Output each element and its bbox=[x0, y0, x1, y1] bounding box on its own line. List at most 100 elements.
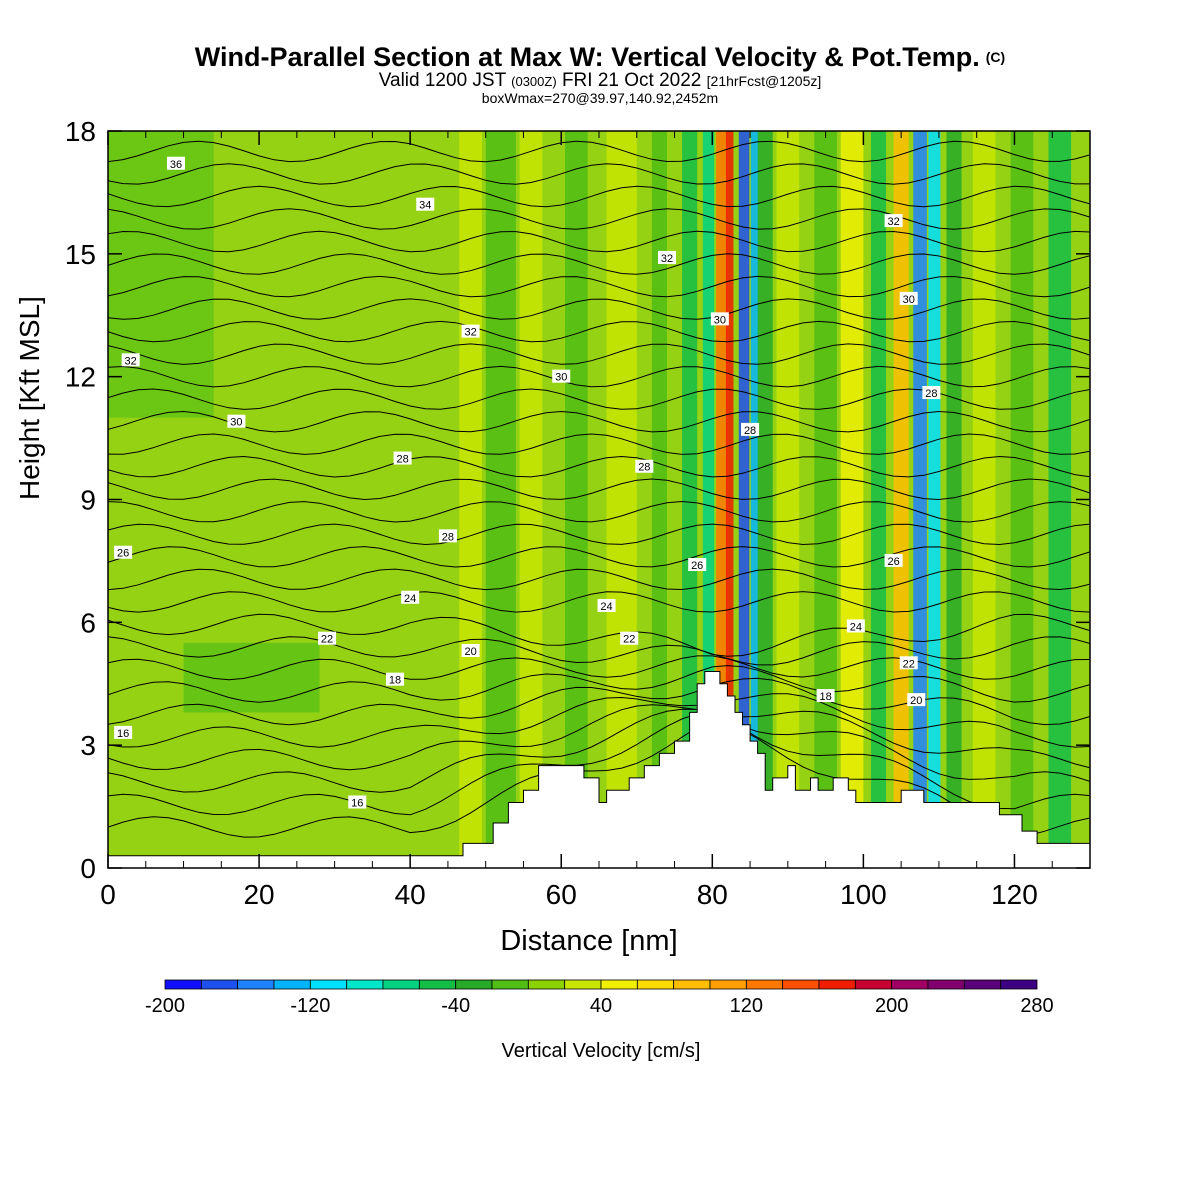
theta-label: 32 bbox=[464, 327, 476, 339]
theta-contour-line bbox=[108, 591, 1090, 613]
colorbar-swatch bbox=[927, 979, 965, 990]
colorbar-swatch bbox=[455, 979, 493, 990]
theta-label: 26 bbox=[691, 560, 703, 572]
velocity-band bbox=[519, 131, 543, 868]
velocity-band bbox=[757, 131, 773, 868]
chart-subtitle: Valid 1200 JST (0300Z) FRI 21 Oct 2022 [… bbox=[378, 70, 822, 91]
colorbar-swatch bbox=[636, 979, 675, 990]
theta-label: 22 bbox=[623, 634, 635, 646]
theta-label: 20 bbox=[464, 646, 476, 658]
velocity-band bbox=[840, 131, 864, 868]
theta-contour-line bbox=[108, 523, 1090, 546]
theta-contour-line bbox=[108, 275, 1090, 298]
theta-labels: 36 34 32 32 32 32 30 30 30 30 28 28 28 28 28 26 26 26 24 24… bbox=[114, 156, 941, 809]
colorbar-swatch bbox=[491, 979, 529, 990]
theta-label-bg bbox=[401, 590, 420, 604]
theta-label: 18 bbox=[389, 675, 401, 687]
theta-label: 30 bbox=[555, 372, 567, 384]
colorbar-swatch bbox=[745, 979, 784, 990]
velocity-band bbox=[485, 131, 516, 868]
velocity-band bbox=[682, 131, 698, 868]
theta-label: 26 bbox=[117, 548, 129, 560]
theta-label: 28 bbox=[744, 425, 756, 437]
velocity-band bbox=[651, 131, 667, 868]
theta-contour-line bbox=[108, 710, 1090, 816]
theta-contour-line bbox=[108, 320, 1090, 343]
theta-contour-line bbox=[108, 568, 1090, 591]
colorbar-swatch bbox=[527, 979, 566, 990]
theta-label: 24 bbox=[850, 621, 862, 633]
y-tick-label: 3 bbox=[80, 730, 96, 761]
theta-label-bg bbox=[552, 369, 571, 383]
colorbar-swatch bbox=[782, 979, 820, 990]
theta-contours bbox=[108, 140, 1090, 838]
theta-label: 32 bbox=[125, 355, 137, 367]
colorbar-swatch bbox=[418, 979, 457, 990]
colorbar-swatch bbox=[346, 979, 384, 990]
theta-contour-line bbox=[108, 163, 1090, 185]
theta-contour-line bbox=[108, 253, 1090, 275]
colorbar-swatch bbox=[273, 979, 311, 990]
theta-label: 30 bbox=[714, 314, 726, 326]
box-info: boxWmax=270@39.97,140.92,2452m bbox=[481, 90, 719, 106]
theta-contour-line bbox=[108, 613, 1090, 657]
velocity-band bbox=[725, 131, 734, 868]
theta-contour-line bbox=[108, 636, 1090, 666]
colorbar-swatch bbox=[309, 979, 348, 990]
theta-label: 26 bbox=[887, 556, 899, 568]
theta-label: 22 bbox=[321, 634, 333, 646]
theta-label: 16 bbox=[351, 797, 363, 809]
theta-label-bg bbox=[114, 725, 133, 739]
velocity-band bbox=[776, 131, 800, 868]
colorbar-swatch bbox=[164, 979, 202, 990]
y-tick-label: 0 bbox=[80, 853, 96, 884]
theta-label-bg bbox=[114, 545, 133, 559]
theta-label-bg bbox=[884, 214, 903, 228]
theta-label: 18 bbox=[819, 691, 831, 703]
theta-contour-line bbox=[108, 298, 1090, 320]
x-axis-label: Distance [nm] bbox=[500, 925, 677, 957]
velocity-band bbox=[702, 131, 715, 868]
y-tick-label: 18 bbox=[65, 116, 96, 147]
colorbar-tick-label: 40 bbox=[590, 995, 612, 1017]
theta-contour-line bbox=[108, 546, 1090, 568]
theta-label-bg bbox=[710, 312, 729, 326]
theta-contour-line bbox=[108, 718, 1090, 838]
x-tick-label: 60 bbox=[546, 879, 577, 910]
velocity-region bbox=[183, 642, 320, 713]
colorbar-tick-label: -40 bbox=[441, 995, 470, 1017]
theta-contour-line bbox=[108, 343, 1090, 365]
theta-label-bg bbox=[438, 529, 457, 543]
velocity-band bbox=[606, 131, 637, 868]
y-tick-label: 12 bbox=[65, 362, 96, 393]
x-tick-label: 80 bbox=[697, 879, 728, 910]
theta-label: 16 bbox=[117, 728, 129, 740]
x-tick-label: 40 bbox=[395, 879, 426, 910]
theta-contour-line bbox=[108, 693, 1090, 748]
theta-label: 30 bbox=[903, 294, 915, 306]
colorbar-swatch bbox=[1000, 979, 1038, 990]
theta-contour-line bbox=[108, 208, 1090, 230]
x-tick-label: 100 bbox=[840, 879, 887, 910]
theta-label: 22 bbox=[903, 658, 915, 670]
colorbar-swatch bbox=[854, 979, 893, 990]
theta-contour-line bbox=[108, 140, 1090, 163]
colorbar-tick-label: 280 bbox=[1020, 995, 1053, 1017]
y-tick-label: 15 bbox=[65, 239, 96, 270]
colorbar-swatch bbox=[382, 979, 420, 990]
theta-label: 28 bbox=[638, 462, 650, 474]
velocity-band bbox=[565, 131, 588, 868]
x-tick-label: 0 bbox=[100, 879, 116, 910]
velocity-region bbox=[108, 131, 214, 418]
colorbar-swatch bbox=[564, 979, 602, 990]
colorbar-tick-label: 120 bbox=[730, 995, 763, 1017]
colorbar-swatch bbox=[600, 979, 638, 990]
colorbar-swatch bbox=[709, 979, 747, 990]
theta-label-bg bbox=[461, 324, 480, 338]
velocity-band bbox=[1010, 131, 1034, 868]
theta-contour-line bbox=[108, 704, 1090, 771]
theta-label-bg bbox=[846, 619, 865, 633]
theta-contour-line bbox=[108, 410, 1090, 433]
theta-label-bg bbox=[386, 672, 405, 686]
colorbar-swatch bbox=[963, 979, 1002, 990]
